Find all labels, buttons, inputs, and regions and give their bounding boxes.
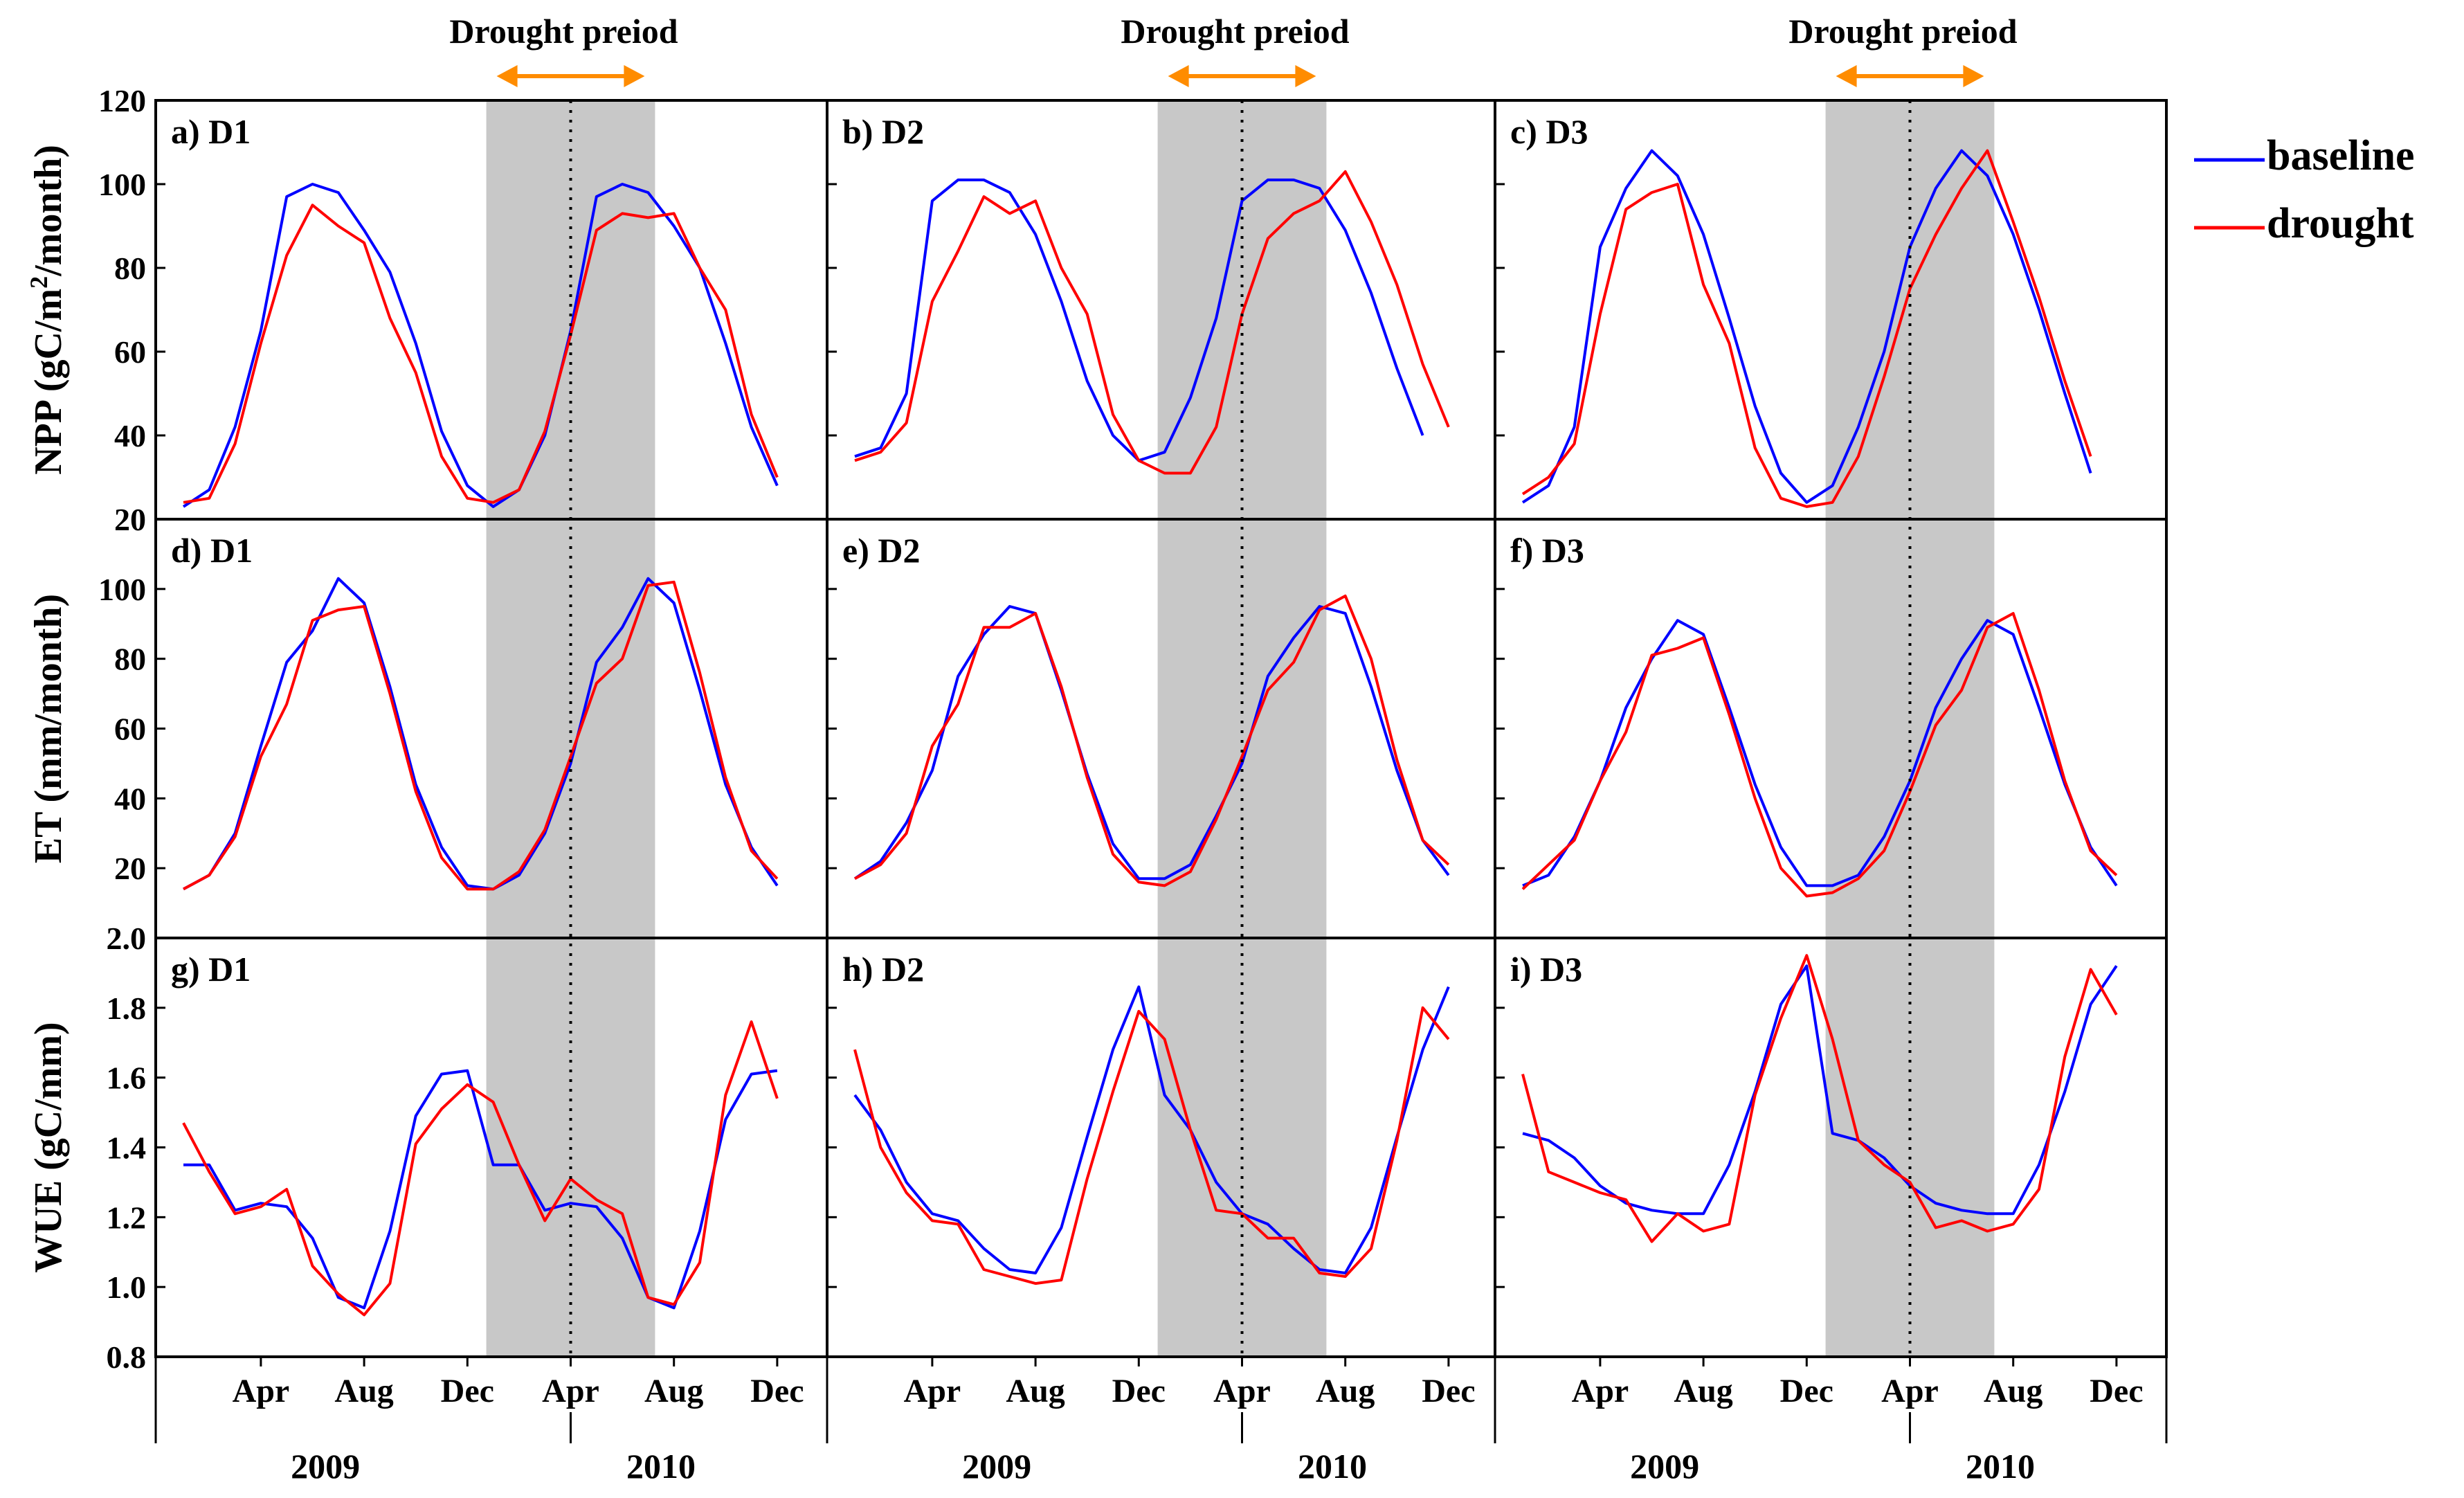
x-tick-label: Dec: [1422, 1373, 1475, 1409]
y-tick-label: 100: [98, 167, 146, 202]
x-tick-label: Aug: [1674, 1373, 1732, 1409]
baseline-series-line: [1521, 149, 2092, 504]
x-tick-label: Apr: [1881, 1373, 1939, 1409]
y-tick-label: 0.8: [107, 1339, 147, 1375]
x-tick-label: Apr: [904, 1373, 961, 1409]
panel-label: f) D3: [1510, 531, 1584, 570]
drought-arrow-right-head: [624, 65, 645, 87]
x-tick-label: Apr: [1213, 1373, 1271, 1409]
x-tick-label: Dec: [1780, 1373, 1833, 1409]
y-tick-label: 120: [98, 83, 146, 118]
panel-label: e) D2: [842, 531, 920, 570]
x-tick-label: Aug: [1316, 1373, 1375, 1409]
panel-label: b) D2: [842, 112, 924, 151]
x-tick-label: Dec: [441, 1373, 494, 1409]
drought-period-label: Drought preiod: [1788, 12, 2017, 51]
y-tick-label: 1.2: [107, 1200, 147, 1235]
drought-series-line: [183, 204, 779, 504]
x-tick-label: Apr: [542, 1373, 599, 1409]
year-label: 2009: [1630, 1447, 1699, 1486]
y-axis-title: NPP (gC/m2/month): [25, 145, 70, 475]
drought-arrow-left-head: [496, 65, 518, 87]
y-tick-label: 1.8: [107, 991, 147, 1026]
x-tick-label: Dec: [1112, 1373, 1166, 1409]
baseline-series-line: [183, 1069, 778, 1310]
year-label: 2009: [291, 1447, 360, 1486]
drought-series-line: [182, 1020, 779, 1317]
panel-label: i) D3: [1510, 950, 1582, 989]
y-tick-label: 100: [98, 572, 146, 607]
y-tick-label: 40: [114, 781, 146, 816]
x-tick-label: Aug: [644, 1373, 703, 1409]
baseline-series-line: [1522, 619, 2118, 887]
x-tick-label: Aug: [1006, 1373, 1065, 1409]
legend-label-baseline: baseline: [2267, 132, 2415, 179]
y-tick-label: 80: [114, 251, 146, 286]
y-tick-label: 1.6: [107, 1061, 147, 1096]
y-tick-label: 20: [114, 851, 146, 886]
y-tick-label: 80: [114, 642, 146, 677]
drought-period-label: Drought preiod: [449, 12, 678, 51]
y-tick-label: 2.0: [107, 921, 147, 956]
drought-arrow-right-head: [1963, 65, 1984, 87]
drought-period-label: Drought preiod: [1121, 12, 1349, 51]
baseline-series-line: [853, 605, 1450, 881]
drought-arrow-left-head: [1168, 65, 1189, 87]
drought-series-line: [1521, 149, 2092, 508]
baseline-series-line: [183, 577, 779, 891]
x-tick-label: Aug: [334, 1373, 393, 1409]
drought-series-line: [1521, 954, 2118, 1243]
y-tick-label: 60: [114, 334, 146, 370]
x-tick-label: Aug: [1984, 1373, 2042, 1409]
drought-arrow-left-head: [1836, 65, 1857, 87]
drought-series-line: [854, 170, 1450, 475]
panel-label: g) D1: [171, 950, 251, 989]
drought-arrow-right-head: [1295, 65, 1316, 87]
year-label: 2010: [1298, 1447, 1367, 1486]
drought-series-line: [183, 580, 779, 891]
x-tick-label: Dec: [750, 1373, 804, 1409]
drought-series-line: [1521, 612, 2118, 898]
legend-label-drought: drought: [2267, 200, 2414, 247]
year-label: 2010: [1966, 1447, 2035, 1486]
drought-series-line: [854, 594, 1450, 887]
year-label: 2009: [962, 1447, 1031, 1486]
x-tick-label: Apr: [233, 1373, 290, 1409]
year-label: 2010: [626, 1447, 696, 1486]
panel-label: c) D3: [1510, 112, 1588, 151]
panel-label: d) D1: [171, 531, 253, 570]
baseline-series-line: [1522, 964, 2118, 1216]
x-tick-label: Dec: [2090, 1373, 2143, 1409]
y-tick-label: 60: [114, 712, 146, 747]
drought-series-line: [853, 1006, 1450, 1285]
panel-label: a) D1: [171, 112, 251, 151]
y-tick-label: 40: [114, 418, 146, 453]
baseline-series-line: [182, 183, 779, 508]
y-axis-title: WUE (gC/mm): [27, 1022, 70, 1272]
y-axis-title: ET (mm/month): [27, 594, 70, 863]
panel-label: h) D2: [842, 950, 924, 989]
x-tick-label: Apr: [1572, 1373, 1629, 1409]
y-tick-label: 20: [114, 502, 146, 537]
baseline-series-line: [853, 985, 1450, 1274]
y-tick-label: 1.0: [107, 1270, 147, 1305]
baseline-series-line: [854, 178, 1424, 462]
y-tick-label: 1.4: [107, 1130, 147, 1166]
